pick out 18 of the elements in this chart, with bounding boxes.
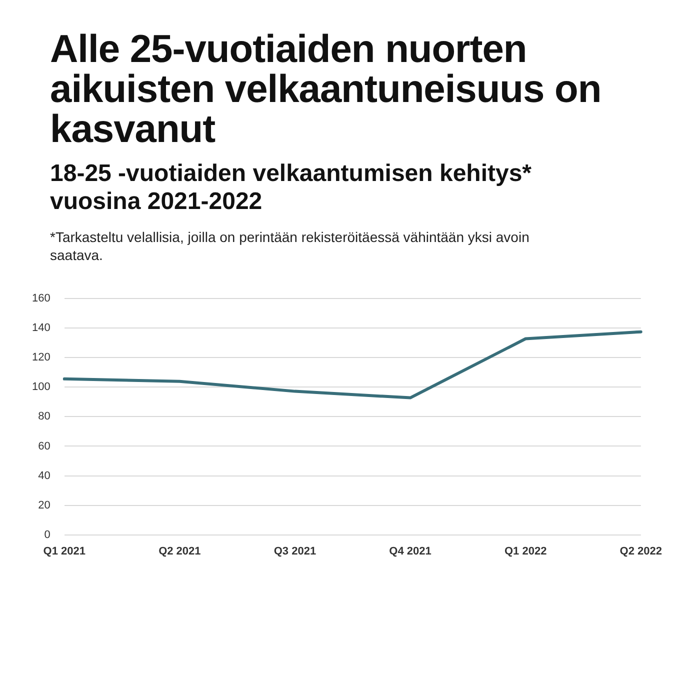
chart-subtitle: 18-25 -vuotiaiden velkaantumisen kehitys* vuosina 2021-2022	[50, 160, 533, 216]
x-tick-label: Q1 2021	[43, 545, 86, 558]
y-tick-label: 140	[32, 322, 50, 334]
x-tick-label: Q4 2021	[389, 545, 432, 558]
y-tick-label: 120	[32, 352, 50, 364]
y-tick-label: 160	[32, 292, 50, 305]
y-tick-label: 60	[38, 440, 50, 452]
chart-title: Alle 25-vuotiaiden nuorten aikuisten velkaantuneisuus on kasvanut	[50, 28, 602, 151]
x-tick-label: Q2 2022	[620, 545, 662, 558]
y-tick-label: 40	[38, 470, 50, 482]
x-tick-label: Q2 2021	[158, 545, 201, 558]
y-tick-label: 80	[38, 410, 50, 423]
y-tick-label: 20	[38, 499, 50, 512]
x-tick-label: Q3 2021	[274, 545, 316, 558]
x-tick-label: Q1 2022	[504, 545, 547, 558]
y-tick-label: 100	[32, 381, 50, 394]
text: *Tarkasteltu velallisia, joilla on perintään rekisteröitäessä vähintään yksi avoin saatava.	[50, 228, 530, 264]
y-tick-label: 0	[44, 528, 50, 541]
